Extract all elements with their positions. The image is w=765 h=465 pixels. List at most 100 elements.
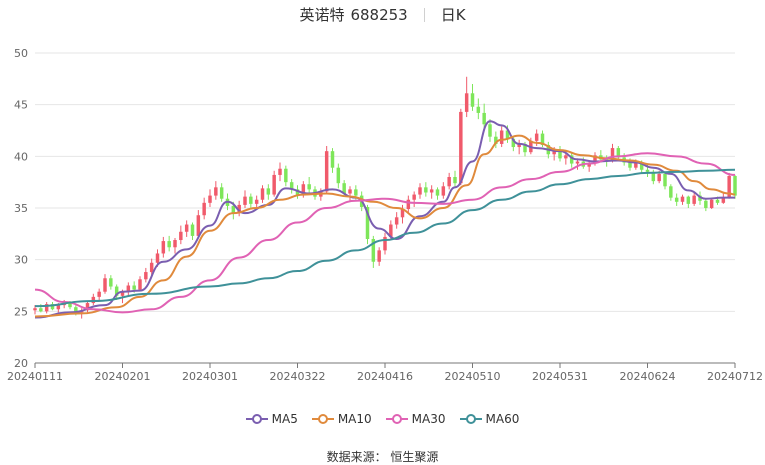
candle-body: [231, 205, 236, 214]
ma60-line: [34, 168, 736, 308]
candle-body: [243, 196, 247, 205]
candle-body: [219, 187, 224, 199]
candle-body: [289, 182, 294, 190]
candle-body: [628, 162, 632, 168]
candle-body: [692, 195, 696, 204]
candle-body: [727, 175, 731, 198]
candle-body: [144, 272, 148, 280]
candle-body: [348, 189, 352, 194]
candle-body: [44, 304, 49, 312]
x-tick-label: 20240624: [620, 370, 676, 383]
stock-code: 688253: [350, 5, 408, 24]
candle-body: [394, 217, 399, 225]
legend-item-ma60[interactable]: MA60: [459, 412, 519, 426]
candle-body: [441, 186, 446, 196]
candle-body: [97, 291, 101, 297]
ma30-legend-icon: [385, 414, 408, 424]
candle-body: [33, 308, 37, 311]
candle-body: [610, 148, 615, 161]
legend-label-ma5: MA5: [271, 412, 298, 426]
candle-body: [435, 189, 440, 196]
candle-body: [552, 150, 556, 155]
title-separator: [423, 7, 425, 22]
candle-body: [476, 106, 481, 113]
candle-body: [196, 215, 201, 236]
candle-body: [657, 173, 661, 182]
candle-body: [149, 262, 154, 273]
candle-body: [400, 209, 405, 218]
candle-body: [237, 204, 241, 214]
candle-body: [505, 130, 510, 139]
candle-body: [575, 161, 580, 164]
candle-body: [307, 184, 311, 190]
candle-body: [324, 151, 329, 192]
ma60-legend-icon: [459, 414, 482, 424]
y-tick-label: 40: [14, 150, 28, 163]
period-label: 日K: [440, 6, 466, 24]
candle-body: [120, 291, 125, 296]
candle-body: [733, 175, 737, 196]
legend-item-ma30[interactable]: MA30: [385, 412, 446, 426]
candle-body: [155, 253, 160, 263]
candle-body: [278, 168, 282, 175]
candle-body: [494, 136, 498, 144]
stock-name: 英诺特: [299, 6, 345, 24]
candle-body: [167, 241, 171, 248]
candle-body: [214, 187, 218, 196]
candle-body: [132, 285, 136, 290]
ma10-line: [34, 134, 736, 318]
candle-body: [569, 155, 574, 164]
candle-body: [91, 296, 96, 304]
candle-body: [138, 279, 142, 290]
candle-body: [114, 286, 119, 296]
candle-body: [266, 188, 271, 195]
candle-body: [272, 174, 276, 195]
candle-body: [301, 184, 306, 195]
candle-body: [593, 155, 597, 164]
candle-body: [587, 163, 591, 167]
candle-body: [453, 177, 457, 184]
x-tick-label: 20240712: [707, 370, 763, 383]
candle-body: [161, 241, 166, 254]
candle-body: [336, 167, 341, 184]
candle-body: [330, 151, 335, 168]
x-tick-label: 20240416: [357, 370, 413, 383]
candle-body: [284, 168, 288, 183]
candle-body: [406, 199, 411, 210]
legend-item-ma5[interactable]: MA5: [245, 412, 298, 426]
candle-body: [499, 130, 504, 144]
candle-body: [459, 111, 463, 184]
candle-body: [564, 155, 568, 159]
candle-body: [470, 93, 475, 107]
candle-body: [669, 186, 673, 198]
x-tick-label: 20240301: [182, 370, 238, 383]
candle-body: [371, 239, 376, 262]
x-tick-label: 20240201: [95, 370, 151, 383]
candle-body: [85, 303, 90, 311]
x-tick-label: 20240322: [270, 370, 326, 383]
candle-body: [645, 169, 650, 172]
candle-body: [680, 196, 685, 202]
candle-body: [412, 194, 416, 200]
candle-body: [39, 308, 43, 312]
candle-body: [126, 285, 131, 292]
candle-body: [674, 197, 679, 202]
y-tick-label: 25: [14, 305, 28, 318]
legend-item-ma10[interactable]: MA10: [311, 412, 372, 426]
candle-body: [686, 196, 691, 204]
candle-body: [698, 195, 702, 201]
candle-body: [109, 278, 113, 287]
candle-body: [377, 250, 381, 262]
ma5-legend-icon: [245, 414, 268, 424]
x-tick-label: 20240510: [445, 370, 501, 383]
candle-body: [639, 162, 644, 170]
candle-body: [429, 189, 434, 193]
y-tick-label: 20: [14, 357, 28, 370]
ma10-legend-icon: [311, 414, 334, 424]
y-tick-label: 30: [14, 254, 28, 267]
candle-body: [517, 143, 521, 148]
candle-body: [464, 93, 469, 112]
candle-body: [389, 224, 393, 237]
candle-body: [50, 304, 55, 310]
